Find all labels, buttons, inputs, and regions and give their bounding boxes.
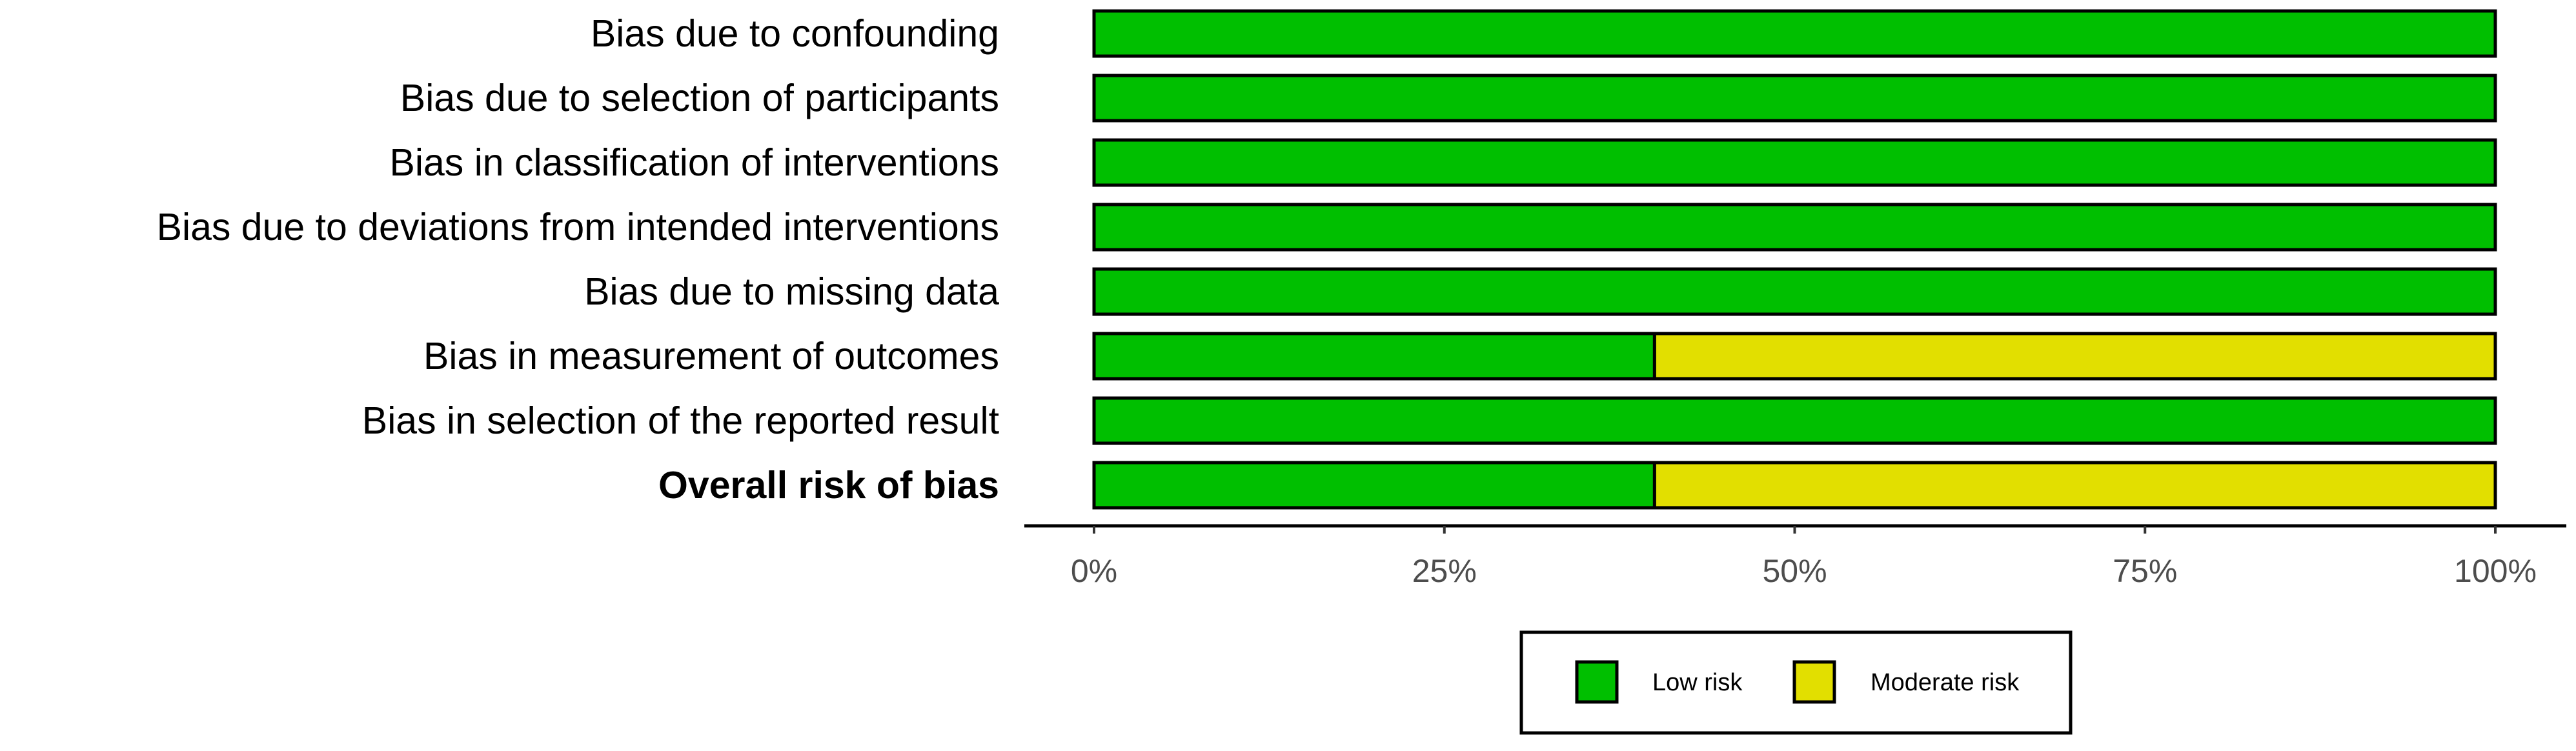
category-label: Bias in measurement of outcomes — [423, 335, 999, 377]
category-label: Overall risk of bias — [658, 464, 999, 506]
bar-segment-moderate-risk — [1652, 461, 2497, 510]
category-label: Bias in classification of interventions — [390, 141, 999, 184]
bar-segment-low-risk — [1092, 74, 2497, 123]
bar-segment-low-risk — [1092, 332, 1656, 381]
category-label: Bias due to missing data — [584, 270, 999, 313]
x-tick-label: 100% — [2454, 553, 2537, 589]
category-label: Bias due to deviations from intended int… — [157, 206, 999, 248]
x-tick-label: 0% — [1071, 553, 1117, 589]
bar-segment-low-risk — [1092, 138, 2497, 187]
legend-label: Low risk — [1652, 669, 1743, 696]
category-label: Bias due to selection of participants — [400, 77, 999, 119]
x-tick-label: 50% — [1762, 553, 1827, 589]
bar-segment-low-risk — [1092, 461, 1656, 510]
x-tick-label: 25% — [1412, 553, 1477, 589]
bar-segment-low-risk — [1092, 203, 2497, 252]
legend: Low risk Moderate risk — [1519, 630, 2073, 735]
x-tick-label: 75% — [2113, 553, 2177, 589]
category-labels: Bias due to confounding Bias due to selec… — [157, 12, 1000, 506]
bars — [1092, 9, 2497, 510]
bar-segment-moderate-risk — [1652, 332, 2497, 381]
bar-segment-low-risk — [1092, 396, 2497, 445]
bar-segment-low-risk — [1092, 267, 2497, 316]
x-axis: 0% 25% 50% 75% 100% — [1024, 524, 2566, 589]
legend-key-low-risk — [1575, 660, 1619, 704]
legend-key-moderate-risk — [1792, 660, 1836, 704]
legend-label: Moderate risk — [1871, 669, 2020, 696]
category-label: Bias in selection of the reported result — [362, 399, 999, 442]
bar-segment-low-risk — [1092, 9, 2497, 58]
category-label: Bias due to confounding — [591, 12, 999, 55]
